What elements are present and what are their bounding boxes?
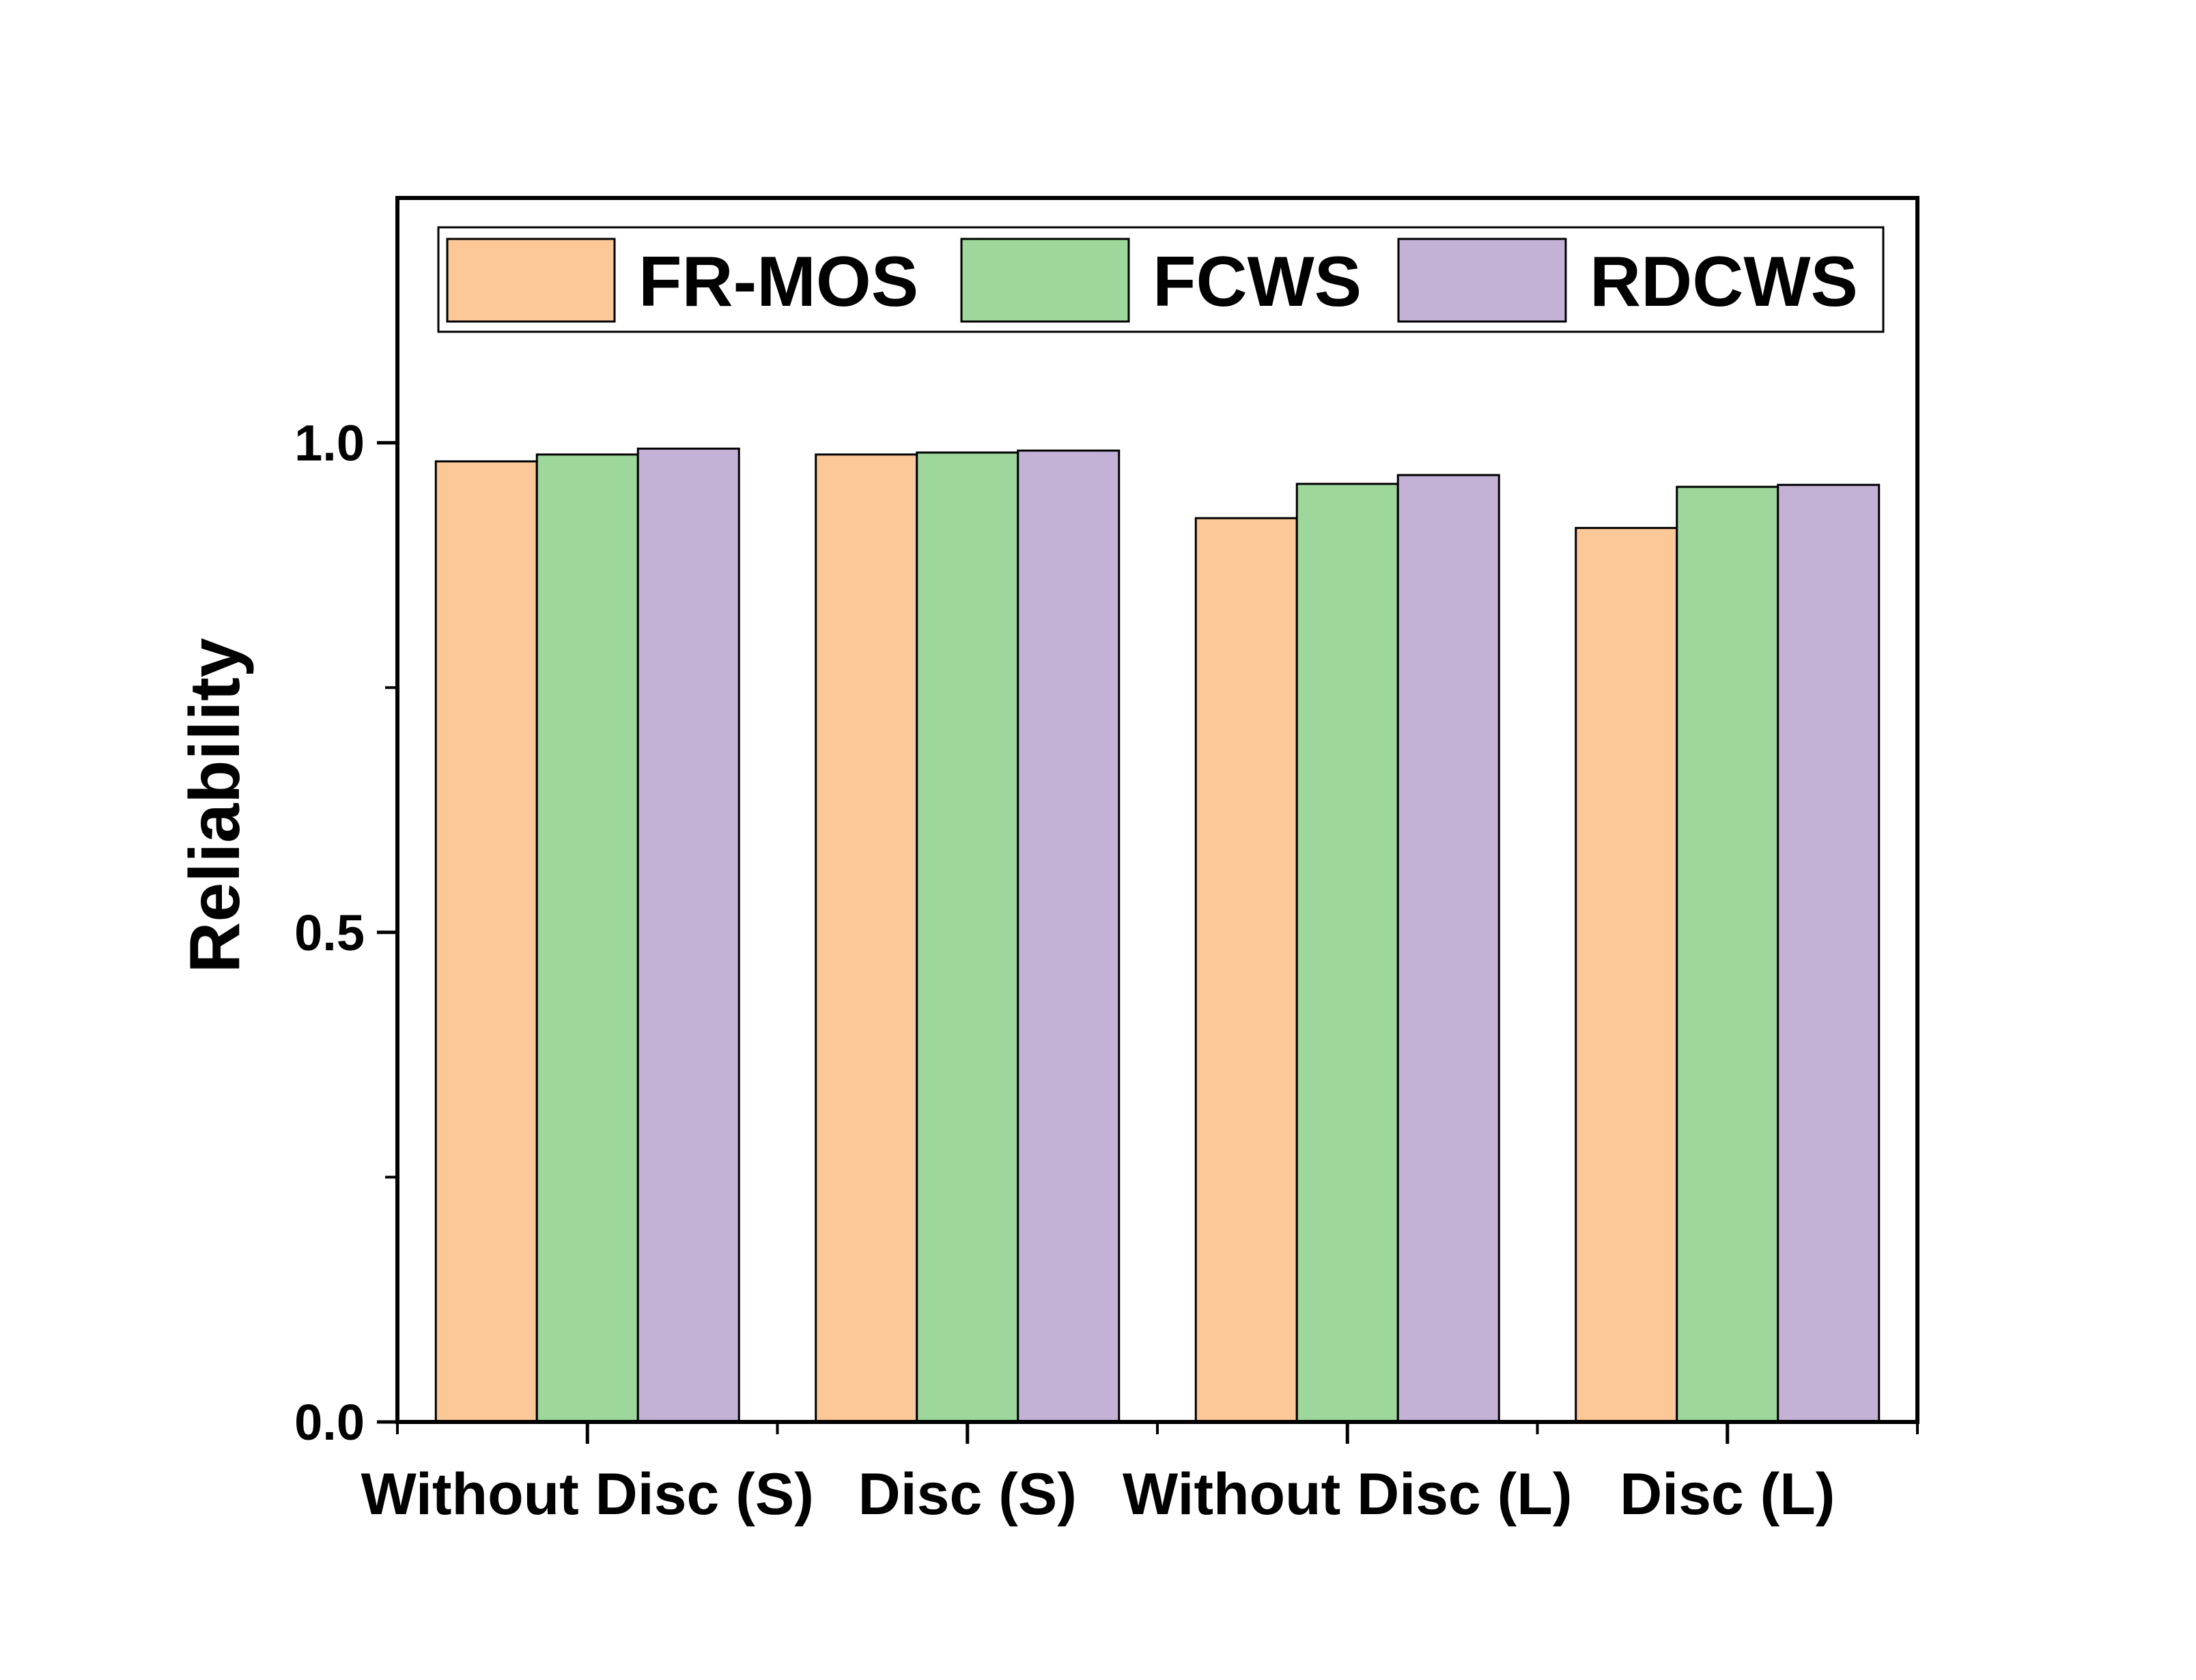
bar-fcws-3 — [1295, 483, 1399, 1423]
bar-fcws-1 — [535, 453, 639, 1423]
legend: FR-MOS FCWS RDCWS — [437, 226, 1885, 333]
legend-box — [437, 226, 1885, 333]
legend-label-fcws: FCWS — [1153, 242, 1362, 322]
bar-fr-mos-3 — [1194, 517, 1298, 1423]
y-tick-label: 0.5 — [294, 905, 365, 961]
y-tick-label: 1.0 — [294, 415, 365, 472]
bar-rdcws-3 — [1396, 474, 1500, 1423]
bars-group — [434, 447, 1881, 1423]
y-tick-label: 0.0 — [294, 1394, 365, 1451]
bar-fr-mos-1 — [434, 460, 538, 1423]
x-tick-label: Without Disc (L) — [1123, 1462, 1572, 1527]
bar-rdcws-1 — [636, 447, 740, 1423]
bar-fr-mos-2 — [815, 453, 918, 1423]
x-tick-label: Disc (L) — [1620, 1462, 1835, 1527]
legend-swatch-rdcws — [1397, 238, 1567, 323]
ticks-group: 0.0 0.5 1.0 Without Disc (S) Disc (S) Without… — [294, 415, 1919, 1527]
bar-fcws-4 — [1676, 485, 1779, 1423]
bar-rdcws-2 — [1017, 449, 1121, 1423]
legend-swatch-fr-mos — [446, 238, 616, 323]
legend-label-rdcws: RDCWS — [1590, 242, 1858, 322]
x-tick-label: Disc (S) — [858, 1462, 1077, 1527]
legend-label-fr-mos: FR-MOS — [638, 242, 918, 322]
x-tick-label: Without Disc (S) — [361, 1462, 814, 1527]
legend-swatch-fcws — [960, 238, 1130, 323]
bar-rdcws-4 — [1777, 483, 1881, 1423]
y-axis-label: Reliability — [175, 638, 255, 973]
bar-fr-mos-4 — [1575, 526, 1678, 1423]
bar-fcws-2 — [916, 451, 1019, 1423]
